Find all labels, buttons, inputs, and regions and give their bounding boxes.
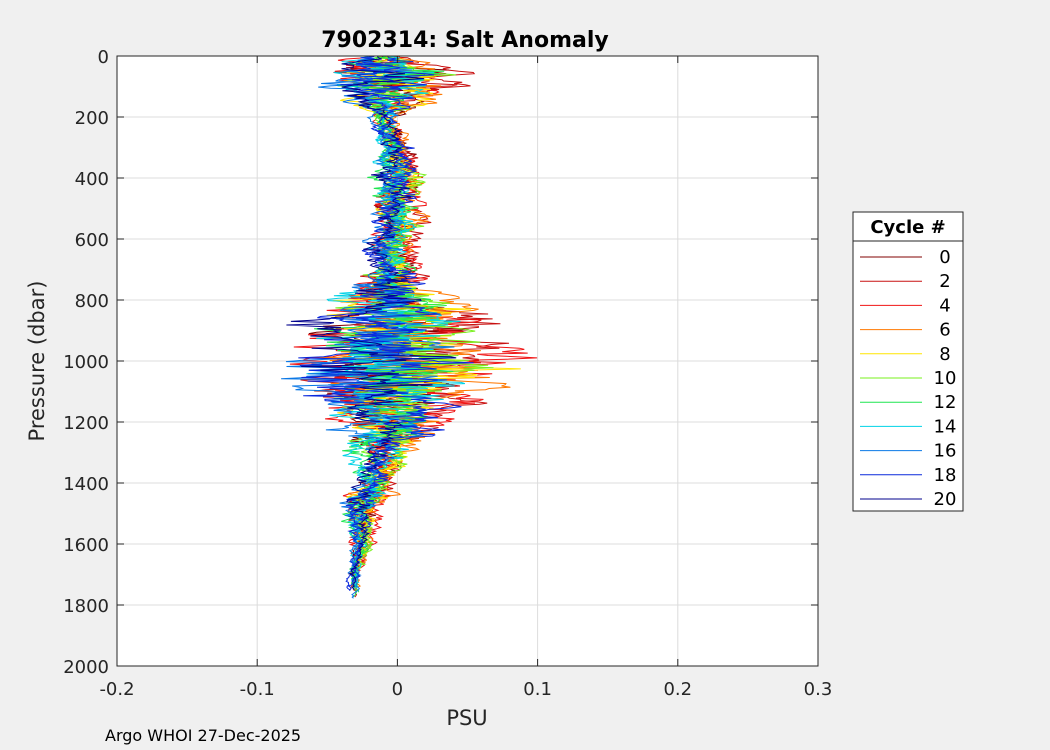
y-tick-label: 1600 <box>63 535 109 556</box>
legend-label: 18 <box>934 465 957 486</box>
x-tick-label: 0.3 <box>804 679 833 700</box>
y-tick-label: 400 <box>75 169 109 190</box>
footer-text: Argo WHOI 27-Dec-2025 <box>105 726 301 745</box>
y-axis-label: Pressure (dbar) <box>25 281 49 442</box>
y-tick-label: 1200 <box>63 413 109 434</box>
y-axis: 0 200 400 600 800 1000 1200 1400 1600 1800 2000 <box>63 47 818 678</box>
x-tick-label: 0.1 <box>523 679 552 700</box>
y-tick-label: 1800 <box>63 596 109 617</box>
legend-label: 14 <box>934 416 957 437</box>
chart-title: 7902314: Salt Anomaly <box>321 28 608 53</box>
legend: Cycle # 0 2 4 6 8 10 12 14 16 18 20 <box>852 211 964 512</box>
legend-box <box>852 211 964 512</box>
series-lines <box>281 56 538 599</box>
legend-label: 0 <box>939 247 950 268</box>
x-axis: -0.2 -0.1 0 0.1 0.2 0.3 <box>99 56 832 700</box>
y-tick-label: 200 <box>75 108 109 129</box>
y-tick-label: 800 <box>75 291 109 312</box>
legend-label: 20 <box>934 489 957 510</box>
y-tick-label: 600 <box>75 230 109 251</box>
y-tick-label: 2000 <box>63 657 109 678</box>
legend-label: 6 <box>939 320 950 341</box>
x-tick-label: 0.2 <box>663 679 692 700</box>
x-tick-label: -0.2 <box>99 679 134 700</box>
legend-label: 4 <box>939 295 950 316</box>
cycle-profile-line <box>298 56 435 591</box>
x-tick-label: 0 <box>392 679 403 700</box>
grid <box>117 56 818 666</box>
cycle-profile-line <box>329 56 474 591</box>
y-tick-label: 1000 <box>63 352 109 373</box>
legend-title: Cycle # <box>870 217 945 238</box>
x-tick-label: -0.1 <box>240 679 275 700</box>
legend-entries: 0 2 4 6 8 10 12 14 16 18 20 <box>860 247 956 510</box>
legend-label: 10 <box>934 368 957 389</box>
legend-label: 2 <box>939 271 950 292</box>
legend-label: 12 <box>934 392 957 413</box>
legend-label: 16 <box>934 441 957 462</box>
y-tick-label: 1400 <box>63 474 109 495</box>
cycle-profile-line <box>318 56 455 599</box>
x-axis-label: PSU <box>446 706 487 730</box>
legend-label: 8 <box>939 344 950 365</box>
cycle-profile-line <box>286 56 457 591</box>
y-tick-label: 0 <box>98 47 109 68</box>
